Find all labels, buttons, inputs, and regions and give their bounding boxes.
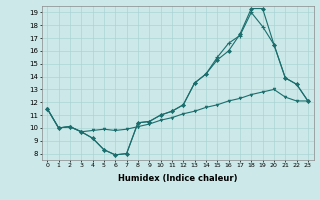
X-axis label: Humidex (Indice chaleur): Humidex (Indice chaleur) <box>118 174 237 183</box>
